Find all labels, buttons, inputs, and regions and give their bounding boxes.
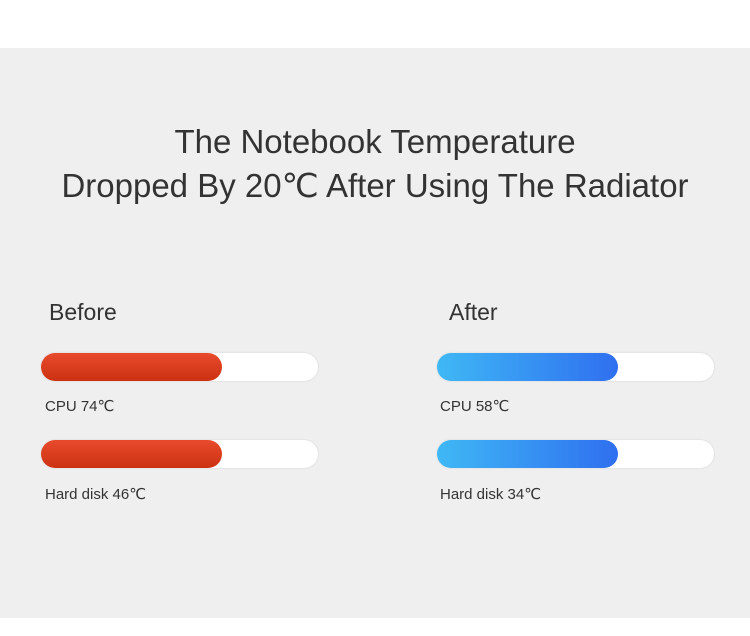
bar-fill	[437, 353, 618, 381]
background-panel	[0, 48, 750, 618]
panel-heading: Before	[49, 299, 117, 325]
title-line: Dropped By 20℃ After Using The Radiator	[61, 167, 689, 204]
item-label: Hard disk 46℃	[45, 486, 147, 503]
bar-track	[41, 440, 318, 468]
item-label: CPU 58℃	[440, 398, 510, 415]
item-label: CPU 74℃	[45, 398, 115, 415]
bar-track	[437, 440, 714, 468]
panel-heading: After	[449, 299, 498, 325]
bar-fill	[437, 440, 618, 468]
bar-fill	[41, 440, 222, 468]
title-line: The Notebook Temperature	[174, 123, 576, 160]
bar-track	[437, 353, 714, 381]
bar-track	[41, 353, 318, 381]
item-label: Hard disk 34℃	[440, 486, 542, 503]
bar-fill	[41, 353, 222, 381]
